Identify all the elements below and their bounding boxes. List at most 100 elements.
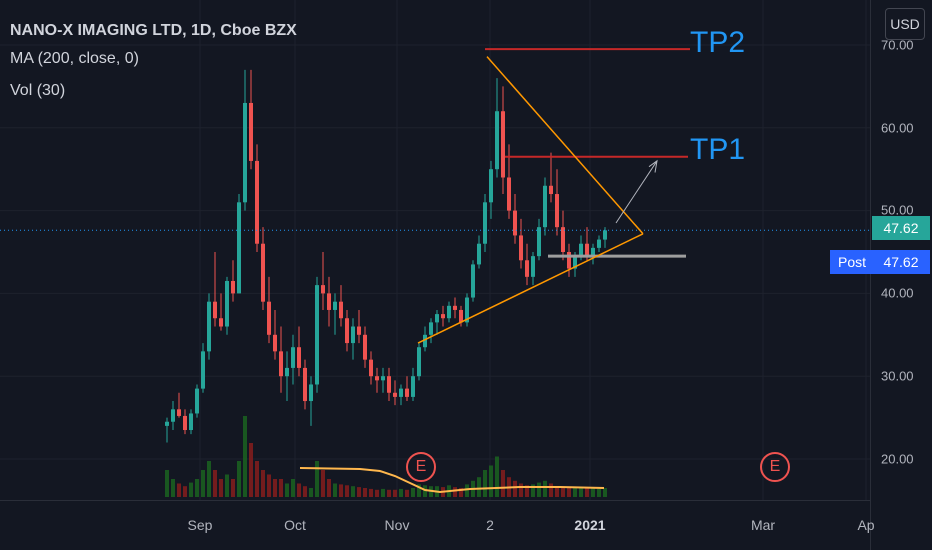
volume-bar — [237, 461, 241, 497]
volume-bar — [465, 484, 469, 497]
symbol-title[interactable]: NANO-X IMAGING LTD, 1D, Cboe BZX — [10, 22, 297, 39]
volume-bar — [603, 488, 607, 497]
volume-bar — [261, 470, 265, 497]
candle-body — [345, 318, 349, 344]
volume-bar — [357, 487, 361, 497]
price-tick: 60.00 — [881, 120, 914, 136]
candle-body — [423, 334, 427, 348]
volume-bar — [243, 416, 247, 497]
candle-body — [177, 409, 181, 416]
volume-bar — [579, 487, 583, 497]
candle-body — [231, 280, 235, 294]
candle-body — [267, 301, 271, 335]
volume-bar — [543, 480, 547, 497]
volume-bar — [393, 489, 397, 497]
earnings-marker[interactable]: E — [406, 452, 436, 482]
price-axis[interactable]: 70.00 60.00 50.00 40.00 30.00 20.00 — [870, 0, 932, 550]
volume-bar — [267, 474, 271, 497]
candle-body — [603, 230, 607, 240]
candle-body — [171, 409, 175, 422]
time-axis[interactable]: Sep Oct Nov 2 2021 Mar Ap — [0, 500, 875, 550]
volume-bar — [231, 479, 235, 497]
candle-body — [285, 367, 289, 377]
candle-body — [213, 301, 217, 319]
volume-bar — [381, 488, 385, 497]
volume-bar — [297, 483, 301, 497]
candle-body — [309, 384, 313, 402]
price-chart[interactable] — [0, 0, 870, 500]
volume-bar — [453, 487, 457, 497]
candle-body — [237, 202, 241, 294]
volume-bar — [405, 489, 409, 497]
post-market-price-badge: 47.62 — [872, 250, 930, 274]
volume-bar — [519, 483, 523, 497]
earnings-marker[interactable]: E — [760, 452, 790, 482]
volume-bar — [537, 482, 541, 497]
candle-body — [381, 376, 385, 381]
volume-bar — [303, 486, 307, 497]
candle-body — [495, 111, 499, 170]
candle-body — [291, 347, 295, 368]
candle-body — [567, 252, 571, 269]
candle-body — [435, 314, 439, 323]
volume-bar — [561, 488, 565, 497]
last-price-badge: 47.62 — [872, 216, 930, 240]
volume-bar — [201, 470, 205, 497]
candle-body — [477, 243, 481, 265]
candle-body — [261, 243, 265, 302]
descending-trendline — [486, 56, 644, 235]
post-market-label: Post — [830, 250, 874, 274]
candle-body — [165, 421, 169, 426]
candle-body — [429, 322, 433, 335]
volume-bar — [279, 479, 283, 497]
volume-bar — [555, 486, 559, 497]
candle-body — [543, 185, 547, 228]
candle-body — [195, 388, 199, 414]
candle-body — [279, 351, 283, 377]
volume-bar — [483, 470, 487, 497]
volume-bar — [333, 483, 337, 497]
tp1-label: TP1 — [690, 133, 746, 166]
volume-bar — [411, 488, 415, 497]
volume-bar — [327, 479, 331, 497]
price-tick: 50.00 — [881, 202, 914, 218]
candle-body — [399, 388, 403, 397]
candle-body — [249, 102, 253, 161]
time-tick: Mar — [750, 517, 776, 533]
candle-body — [273, 334, 277, 352]
candle-body — [453, 305, 457, 310]
candle-body — [585, 243, 589, 257]
volume-bar — [285, 483, 289, 497]
currency-button[interactable]: USD — [885, 8, 925, 40]
candle-body — [387, 376, 391, 393]
volume-bar — [219, 479, 223, 497]
volume-bar — [165, 470, 169, 497]
time-tick-year: 2021 — [574, 517, 606, 533]
volume-bar — [183, 486, 187, 497]
volume-bar — [549, 483, 553, 497]
volume-bar — [513, 480, 517, 497]
candle-body — [207, 301, 211, 352]
volume-bar — [573, 487, 577, 497]
volume-bar — [423, 485, 427, 497]
candle-body — [549, 185, 553, 195]
volume-bar — [321, 470, 325, 497]
ma-indicator-legend[interactable]: MA (200, close, 0) — [10, 50, 139, 67]
candle-body — [501, 111, 505, 178]
volume-indicator-legend[interactable]: Vol (30) — [10, 82, 66, 99]
price-tick: 20.00 — [881, 451, 914, 467]
candle-body — [297, 347, 301, 368]
candle-body — [303, 367, 307, 402]
candle-body — [339, 301, 343, 319]
volume-bar — [489, 465, 493, 497]
candle-body — [255, 160, 259, 244]
candle-body — [219, 318, 223, 327]
time-tick: Sep — [187, 517, 213, 533]
candle-body — [531, 256, 535, 277]
candle-body — [327, 293, 331, 310]
time-tick: Nov — [384, 517, 410, 533]
candle-body — [189, 413, 193, 431]
candle-body — [243, 102, 247, 203]
price-tick: 30.00 — [881, 368, 914, 384]
candle-body — [579, 243, 583, 257]
